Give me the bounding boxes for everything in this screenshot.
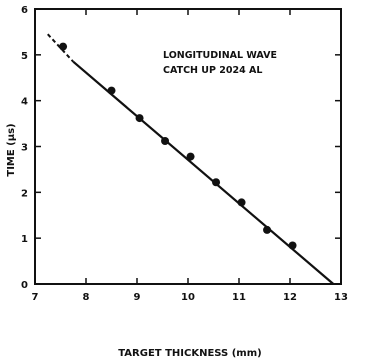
annotation-line-2: CATCH UP 2024 AL	[163, 65, 262, 76]
data-point	[107, 86, 116, 95]
x-tick-label: 9	[134, 292, 141, 303]
axis-ticks	[34, 8, 342, 285]
y-tick-label: 1	[21, 234, 28, 245]
x-tick-label: 11	[232, 292, 246, 303]
x-tick-label: 7	[32, 292, 39, 303]
data-point	[212, 178, 221, 187]
annotation-line-1: LONGITUDINAL WAVE	[163, 50, 277, 61]
x-tick-label: 12	[283, 292, 297, 303]
x-tick-label: 10	[181, 292, 195, 303]
data-point	[237, 198, 246, 207]
data-point	[59, 42, 68, 51]
y-tick-label: 0	[21, 280, 28, 291]
y-tick-label: 4	[21, 97, 28, 108]
y-axis-label: TIME (μs)	[6, 123, 17, 176]
x-axis-label: TARGET THICKNESS (mm)	[118, 348, 261, 359]
y-tick-label: 6	[21, 5, 28, 16]
fit-line-extrapolation	[47, 33, 74, 63]
data-point	[288, 241, 297, 250]
y-tick-label: 3	[21, 143, 28, 154]
data-point	[161, 137, 170, 145]
x-tick-label: 13	[334, 292, 348, 303]
data-point	[263, 225, 272, 234]
y-tick-label: 5	[21, 51, 28, 62]
x-tick-label: 8	[83, 292, 90, 303]
y-tick-label: 2	[21, 188, 28, 199]
data-point	[135, 114, 144, 123]
fit-line	[72, 60, 335, 285]
data-point	[186, 152, 195, 161]
data-points	[59, 42, 297, 250]
